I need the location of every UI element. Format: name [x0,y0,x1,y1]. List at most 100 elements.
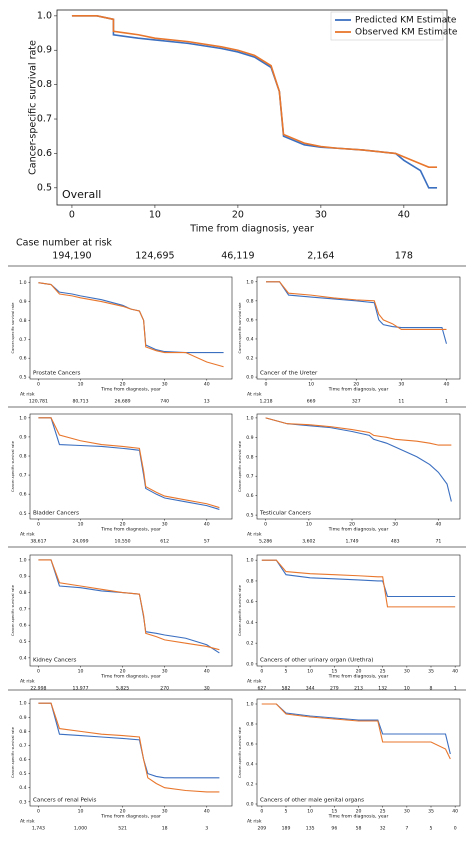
at-risk-count: 1 [454,686,457,692]
at-risk-count: 46,119 [221,251,254,262]
y-tick-label: 1.0 [19,415,26,421]
y-tick-label: 0.8 [246,722,253,728]
at-risk-count: 270 [160,686,169,692]
panel-title: Kidney Cancers [33,658,77,664]
at-risk-count: 3,602 [302,539,315,545]
x-tick-label: 30 [162,668,168,674]
at-risk-count: 213 [354,686,363,692]
y-tick-label: 0.4 [19,655,26,661]
survival-line [71,15,438,168]
plot-frame [256,413,461,520]
at-risk-count: 483 [391,539,400,545]
panel: 0.5 0.6 0.7 0.8 0.9 1.0 0 5,286 10 3,602 20 1,749 30… [238,413,461,545]
y-axis-label: Cancer-specific survival rate [238,440,242,492]
at-risk-count: 5 [430,826,433,832]
at-risk-count: 178 [395,251,413,262]
x-axis-label: Time from diagnosis, year [100,674,161,680]
y-axis-label: Cancer-specific survival rate [11,440,15,492]
x-tick-label: 0 [265,381,268,387]
plot-frame [29,276,233,380]
at-risk-count: 10,550 [115,539,131,545]
survival-line [38,417,220,510]
panel: 0.0 0.2 0.4 0.6 0.8 1.0 0 627 5 582 10 344 15 279 20 21… [238,554,461,692]
y-tick-label: 0.9 [19,434,26,440]
y-axis-label: Cancer-specific survival rate [28,40,39,175]
x-axis-label: Time from diagnosis, year [189,224,314,235]
y-tick-label: 1.0 [19,557,26,563]
survival-line [265,417,452,446]
at-risk-count: 135 [306,826,315,832]
panel-title: Prostate Cancers [33,371,81,377]
x-tick-label: 30 [162,381,168,387]
panel-title: Cancer of the Ureter [260,371,318,377]
plot-frame [29,413,233,520]
y-tick-label: 0.5 [37,182,52,193]
y-tick-label: 0.4 [246,620,253,626]
survival-line [266,281,447,330]
at-risk-count: 5,825 [116,686,129,692]
survival-line [261,559,456,598]
y-tick-label: 0.2 [246,641,253,647]
y-tick-label: 0.8 [19,454,26,460]
y-tick-label: 0.9 [37,45,52,56]
y-tick-label: 1.0 [246,558,253,564]
x-tick-label: 40 [204,381,210,387]
y-tick-label: 0.6 [246,599,253,605]
at-risk-count: 132 [378,686,387,692]
x-tick-label: 0 [260,808,263,814]
x-tick-label: 5 [285,668,288,674]
x-axis-label: Time from diagnosis, year [100,814,161,820]
x-tick-label: 0 [37,668,40,674]
x-tick-label: 35 [428,808,434,814]
y-tick-label: 0.0 [246,375,253,381]
y-tick-label: 0.2 [246,356,253,362]
x-tick-label: 30 [404,668,410,674]
panel-title: Testicular Cancers [259,511,311,517]
x-tick-label: 20 [356,668,362,674]
x-tick-label: 0 [69,210,75,221]
x-tick-label: 10 [306,521,312,527]
at-risk-title: At risk [20,679,35,685]
at-risk-count: 11 [398,399,404,405]
legend-label: Observed KM Estimate [355,28,458,38]
at-risk-count: 80,713 [72,399,88,405]
x-tick-label: 0 [264,521,267,527]
y-tick-label: 1.0 [246,415,253,421]
y-tick-label: 0.7 [246,474,253,480]
x-tick-label: 10 [149,210,161,221]
plot-frame [56,9,448,206]
survival-line [38,282,224,368]
x-tick-label: 30 [162,808,168,814]
y-tick-label: 0.3 [19,799,26,805]
y-axis-label: Cancer-specific survival rate [11,302,15,354]
plot-frame [256,698,461,807]
y-axis-label: Cancer-specific survival rate [11,584,15,636]
x-tick-label: 10 [78,668,84,674]
y-tick-label: 0.8 [37,79,52,90]
at-risk-count: 71 [435,539,441,545]
survival-line [261,559,456,608]
panel-title: Overall [62,188,101,201]
at-risk-count: 0 [454,826,457,832]
at-risk-count: 740 [160,399,169,405]
at-risk-count: 1,218 [259,399,272,405]
y-tick-label: 0.6 [37,148,52,159]
x-tick-label: 30 [392,521,398,527]
at-risk-count: 582 [282,686,291,692]
x-tick-label: 30 [398,381,404,387]
x-tick-label: 25 [380,668,386,674]
y-tick-label: 0.6 [246,317,253,323]
x-tick-label: 20 [353,381,359,387]
at-risk-title: At risk [20,392,35,398]
x-tick-label: 40 [444,381,450,387]
x-tick-label: 40 [204,668,210,674]
panel: 0.5 0.6 0.7 0.8 0.9 1.0 0 120,781 10 80,713 20 26,6… [11,276,233,405]
y-tick-label: 0.8 [19,590,26,596]
y-axis-label: Cancer-specific survival rate [238,584,242,636]
at-risk-count: 3 [205,826,208,832]
x-tick-label: 20 [120,381,126,387]
y-tick-label: 0.7 [19,473,26,479]
panel: 0.5 0.6 0.7 0.8 0.9 1.0 0 38,617 10 24,099 20 10,55… [11,413,233,545]
at-risk-count: 57 [204,539,210,545]
